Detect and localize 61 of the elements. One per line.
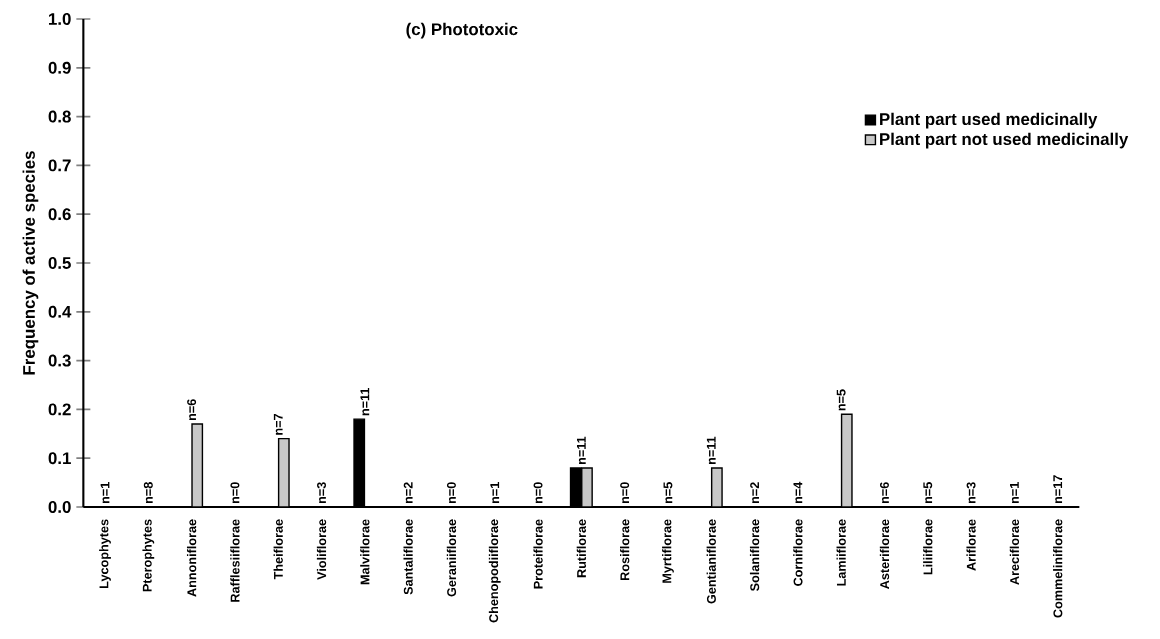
annotation: n=6 <box>879 482 889 504</box>
legend-label: Plant part used medicinally <box>880 112 1098 129</box>
y-tick-label: 0.9 <box>48 61 71 74</box>
x-tick-label: Rutiflorae <box>576 519 586 578</box>
annotation: n=3 <box>317 482 326 504</box>
x-tick-label: Santaliflorae <box>403 519 413 595</box>
annotation: n=2 <box>403 482 413 504</box>
y-tick-label: 0.6 <box>48 208 71 221</box>
annotation: n=11 <box>706 436 716 465</box>
x-tick-label: Asteriflorae <box>879 519 890 589</box>
annotation: n=5 <box>836 389 846 411</box>
annotation: n=1 <box>1010 482 1019 504</box>
y-tick-label: 1.0 <box>48 13 71 25</box>
annotation: n=6 <box>187 399 197 421</box>
y-tick-label: 0.3 <box>48 354 71 367</box>
legend-label: Plant part not used medicinally <box>880 132 1129 149</box>
annotation: n=0 <box>533 482 543 504</box>
annotation: n=3 <box>966 482 976 504</box>
x-tick-label: Lamiiflorae <box>836 519 846 586</box>
y-tick-label: 0.2 <box>48 403 71 416</box>
annotation: n=0 <box>230 482 240 504</box>
annotation: n=0 <box>620 482 630 504</box>
annotation: n=5 <box>923 482 933 504</box>
x-tick-label: Theiflorae <box>273 519 283 580</box>
annotation: n=1 <box>490 482 500 504</box>
x-tick-label: Chenopodiiflorae <box>488 519 501 623</box>
x-tick-label: Areciflorae <box>1009 519 1020 585</box>
x-tick-label: Violiflorae <box>316 519 327 580</box>
x-tick-label: Rosiflorae <box>620 519 630 580</box>
x-tick-label: Pterophytes <box>142 519 155 592</box>
annotation: n=8 <box>143 482 153 504</box>
x-tick-label: Liliiflorae <box>923 519 933 575</box>
y-tick-label: 0.0 <box>48 501 71 513</box>
x-tick-label: Solaniflorae <box>749 519 760 591</box>
annotation: n=7 <box>273 413 283 435</box>
annotation: n=2 <box>750 482 759 504</box>
y-axis-title: Frequency of active species <box>22 151 39 375</box>
x-tick-label: Lycophytes <box>99 519 111 588</box>
annotation: n=0 <box>446 482 456 504</box>
x-tick-label: Ariflorae <box>966 519 976 571</box>
annotation: n=17 <box>1053 475 1063 504</box>
y-tick-label: 0.8 <box>48 110 71 123</box>
x-tick-label: Gentianiflorae <box>706 519 716 604</box>
y-tick-label: 0.7 <box>48 159 71 172</box>
y-tick-label: 0.5 <box>48 257 71 269</box>
x-tick-label: Myrtiflorae <box>662 519 674 583</box>
annotation: n=1 <box>100 482 110 504</box>
y-tick-label: 0.4 <box>48 305 72 318</box>
x-tick-label: Rafflesiiflorae <box>230 519 240 602</box>
x-tick-label: Corniflorae <box>793 519 803 586</box>
chart-title: (c) Phototoxic <box>406 22 518 39</box>
annotation: n=11 <box>360 387 370 416</box>
annotation: n=4 <box>793 481 803 504</box>
annotation: n=5 <box>663 482 673 504</box>
y-tick-label: 0.1 <box>48 452 71 465</box>
x-tick-label: Commeliniflorae <box>1053 519 1063 618</box>
x-tick-label: Geraniiflorae <box>446 519 457 597</box>
x-tick-label: Annoniflorae <box>186 519 197 597</box>
annotation: n=11 <box>576 436 586 465</box>
x-tick-label: Malviflorae <box>360 519 370 585</box>
x-tick-label: Proteiflorae <box>533 519 543 589</box>
